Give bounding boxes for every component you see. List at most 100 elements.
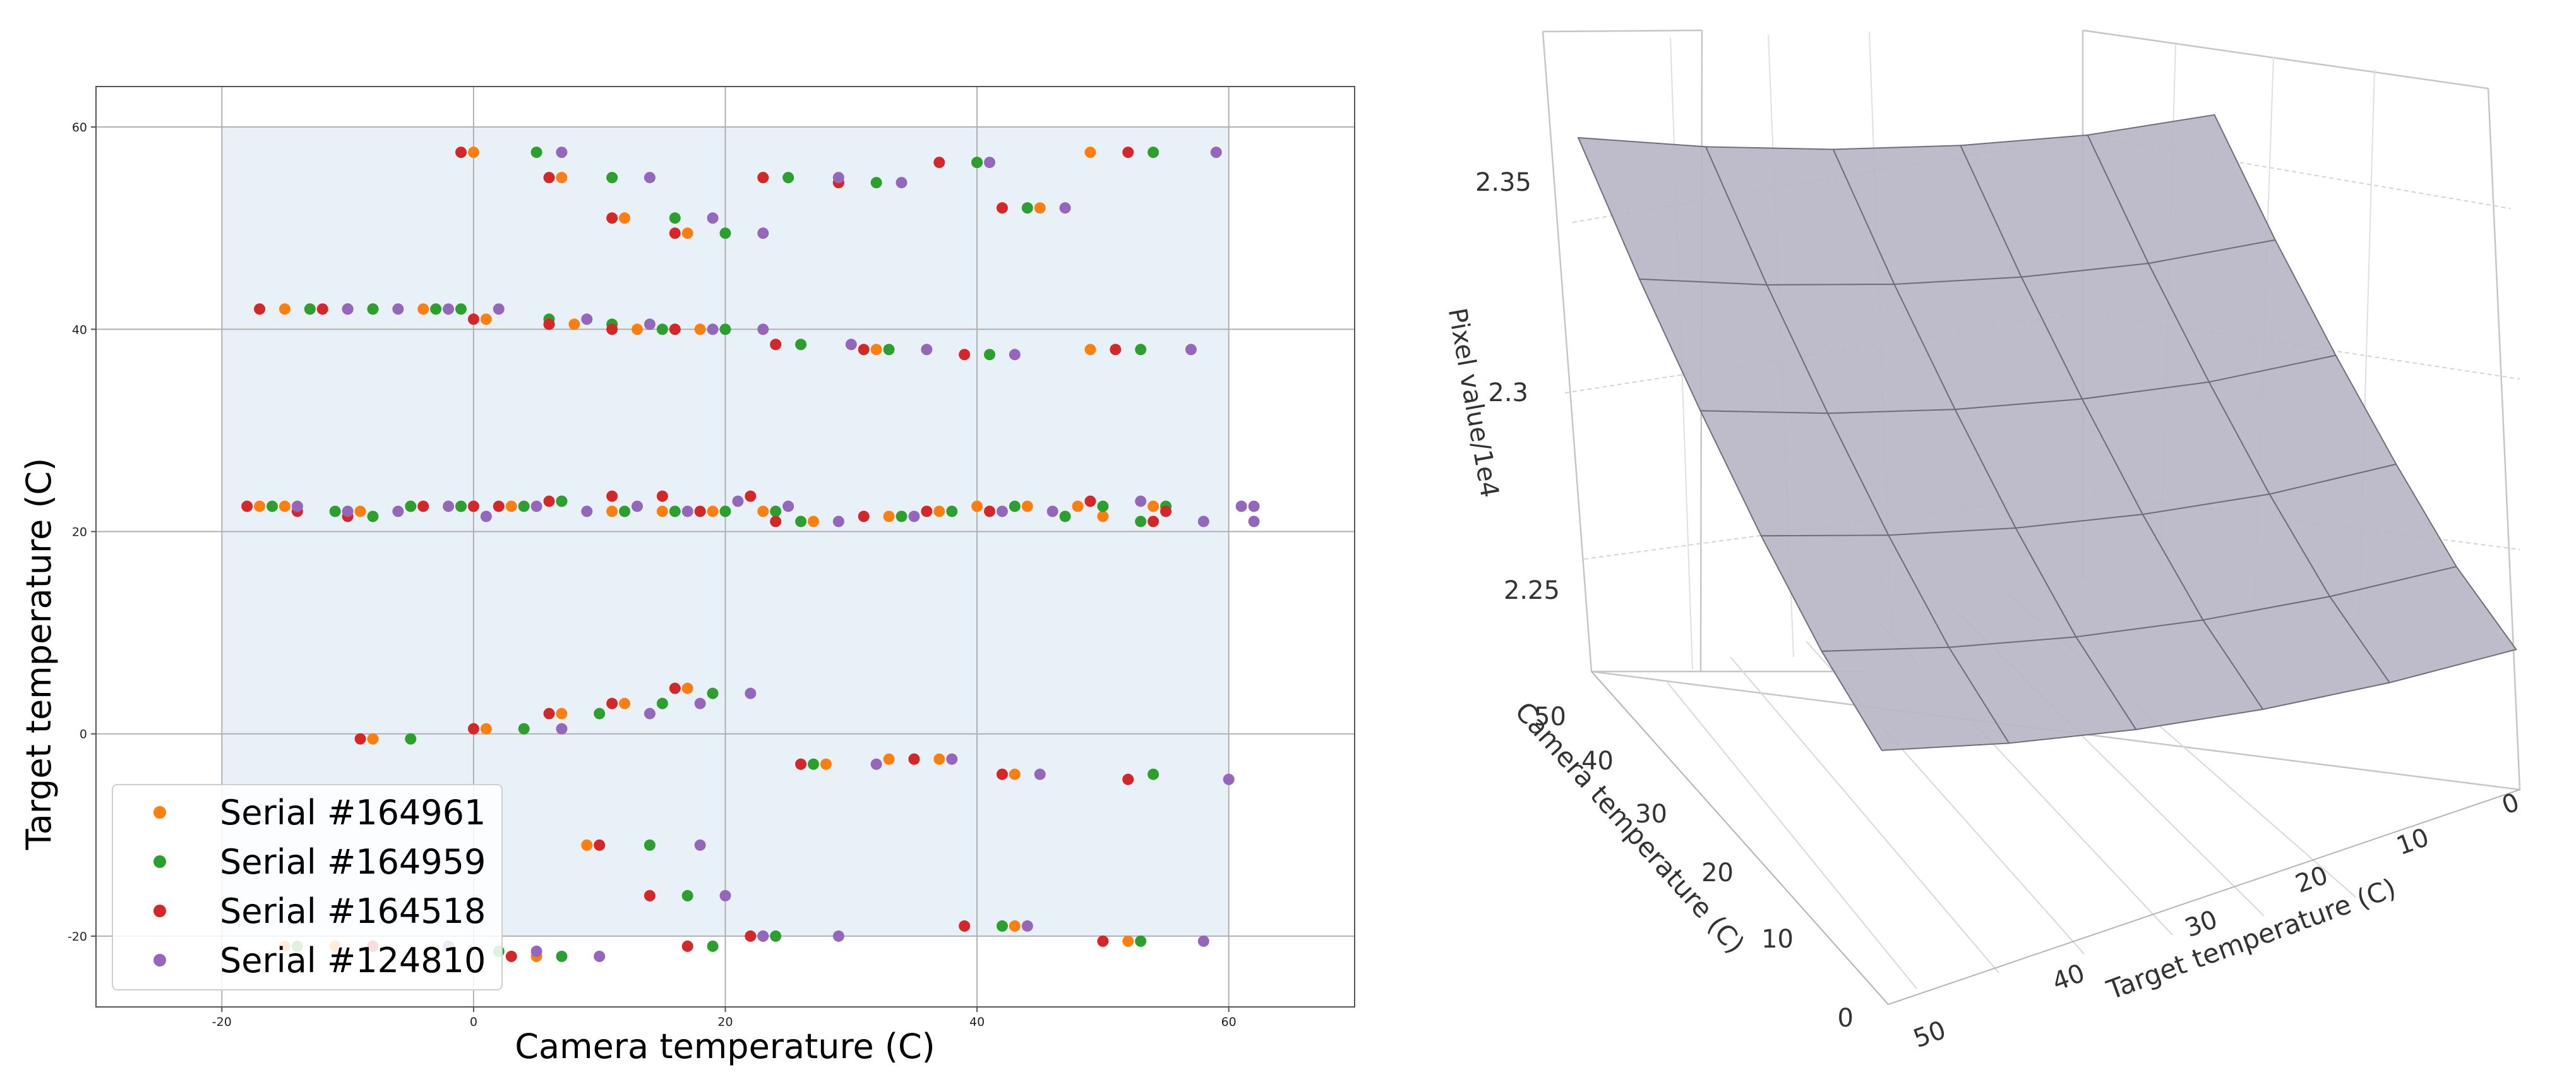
data-point [1135, 515, 1147, 527]
data-point [254, 303, 266, 315]
data-point [568, 318, 580, 330]
data-point [1147, 147, 1159, 159]
x-tick-labels: -20 0 20 40 60 [212, 1015, 1237, 1029]
data-point [808, 758, 820, 770]
data-point [606, 212, 618, 224]
data-point [619, 697, 631, 709]
data-point [354, 505, 366, 517]
data-point [304, 303, 316, 315]
data-point [1021, 920, 1033, 932]
data-point [1059, 202, 1071, 214]
data-point [619, 505, 631, 517]
data-point [732, 495, 744, 507]
data-point [669, 227, 681, 239]
data-point [845, 339, 857, 351]
data-point [795, 515, 807, 527]
legend-marker [153, 905, 166, 917]
data-point [530, 500, 542, 512]
data-point [443, 500, 455, 512]
data-point [480, 313, 492, 325]
data-point [669, 212, 681, 224]
y-tick-label: -20 [68, 930, 87, 944]
data-point [556, 172, 568, 184]
data-point [556, 147, 568, 159]
data-point [1197, 515, 1209, 527]
data-point [279, 303, 291, 315]
data-point [971, 500, 983, 512]
data-point [606, 697, 618, 709]
data-point [870, 758, 882, 770]
data-point [757, 323, 769, 335]
tgt-tick-50: 50 [1910, 1015, 1950, 1054]
data-point [1197, 935, 1209, 947]
series-124810 [291, 147, 1260, 962]
data-point [1160, 505, 1172, 517]
data-point [493, 500, 505, 512]
data-point [707, 323, 719, 335]
data-point [719, 323, 731, 335]
data-point [644, 889, 656, 901]
data-point [1110, 344, 1122, 356]
data-point [329, 505, 341, 517]
x-tick-label: 0 [470, 1015, 477, 1029]
y-tick-labels: -20 0 20 40 60 [68, 121, 87, 944]
data-point [1097, 935, 1109, 947]
data-point [707, 505, 719, 517]
data-point [267, 500, 279, 512]
data-point [946, 505, 958, 517]
data-point [757, 930, 769, 942]
data-point [1097, 510, 1109, 522]
data-point [656, 505, 668, 517]
data-point [656, 490, 668, 502]
data-point [1034, 768, 1046, 780]
tgt-tick-20: 20 [2292, 860, 2332, 899]
data-point [681, 889, 693, 901]
data-point [581, 505, 593, 517]
data-point [644, 318, 656, 330]
data-point [883, 510, 895, 522]
data-point [782, 500, 794, 512]
x-tick-label: -20 [212, 1015, 232, 1029]
data-point [719, 889, 731, 901]
data-point [556, 723, 568, 735]
data-point [606, 505, 618, 517]
data-point [1135, 935, 1147, 947]
data-point [405, 733, 417, 745]
data-point [530, 147, 542, 159]
data-point [606, 490, 618, 502]
data-point [694, 697, 706, 709]
data-point [694, 505, 706, 517]
surface-chart: 2.35 2.3 2.25 Pixel value/1e4 50 40 30 2… [1442, 29, 2523, 1054]
data-point [543, 495, 555, 507]
data-point [291, 500, 303, 512]
data-points [241, 147, 1260, 962]
cam-tick-40: 40 [1581, 747, 1614, 776]
data-point [417, 303, 429, 315]
y-axis-label: Target temperature (C) [19, 458, 59, 851]
data-point [1210, 147, 1222, 159]
data-point [870, 177, 882, 189]
data-point [908, 753, 920, 765]
legend-marker [153, 855, 166, 868]
data-point [556, 950, 568, 962]
data-point [681, 682, 693, 694]
data-point [1059, 510, 1071, 522]
data-point [505, 950, 517, 962]
axis-lines [1591, 671, 2520, 1005]
data-point [681, 227, 693, 239]
data-point [1122, 935, 1134, 947]
cam-tick-20: 20 [1701, 858, 1734, 888]
data-point [1135, 495, 1147, 507]
data-point [858, 510, 870, 522]
z-tick-2.35: 2.35 [1475, 168, 1531, 197]
data-point [467, 500, 479, 512]
data-point [996, 505, 1008, 517]
data-point [392, 303, 404, 315]
data-point [1147, 768, 1159, 780]
legend-label: Serial #164959 [220, 842, 486, 882]
legend: Serial #164961 Serial #164959 Serial #1645… [112, 784, 503, 991]
data-point [832, 172, 844, 184]
data-point [681, 940, 693, 952]
data-point [1097, 500, 1109, 512]
